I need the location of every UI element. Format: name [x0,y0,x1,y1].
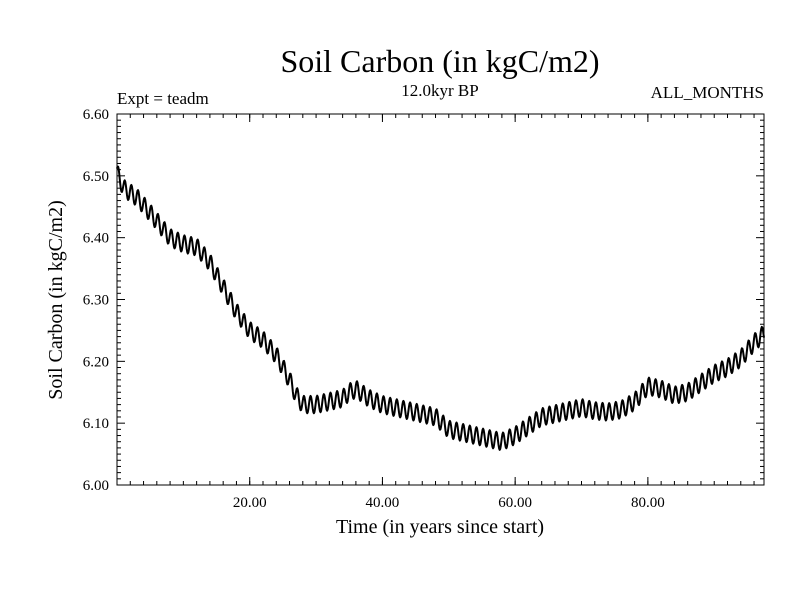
y-axis-label: Soil Carbon (in kgC/m2) [45,200,67,399]
months-label: ALL_MONTHS [651,83,764,102]
minor-ticks [117,114,764,485]
y-tick-label: 6.10 [83,416,109,432]
y-tick-label: 6.20 [83,354,109,370]
y-axis-ticks: 6.00 6.10 6.20 6.30 6.40 6.50 6.60 [83,107,764,494]
x-axis-ticks: 20.00 40.00 60.00 80.00 [233,114,665,511]
x-tick-label: 40.00 [366,495,400,511]
y-tick-label: 6.60 [83,107,109,123]
x-axis-label: Time (in years since start) [336,516,544,538]
chart-title: Soil Carbon (in kgC/m2) [280,43,599,79]
y-tick-label: 6.30 [83,293,109,309]
experiment-label: Expt = teadm [117,89,209,108]
x-tick-label: 80.00 [631,495,665,511]
x-tick-label: 60.00 [498,495,532,511]
y-tick-label: 6.40 [83,231,109,247]
y-tick-label: 6.50 [83,169,109,185]
chart-subtitle: 12.0kyr BP [401,81,478,100]
y-tick-label: 6.00 [83,478,109,494]
series-line-soil-carbon [116,165,765,451]
x-tick-label: 20.00 [233,495,267,511]
